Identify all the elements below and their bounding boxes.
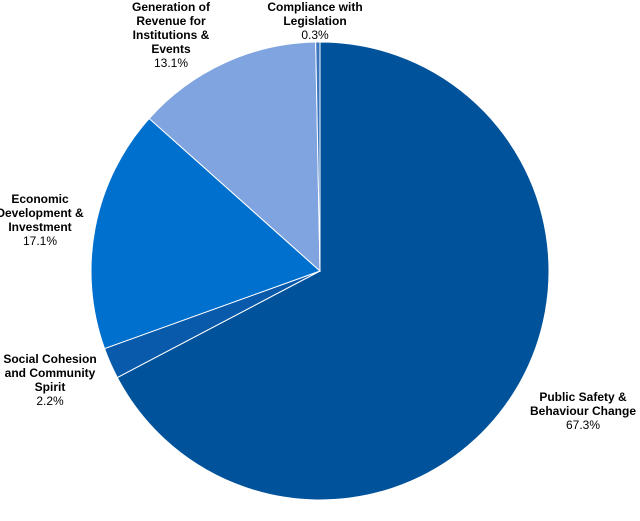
category-name: Social Cohesion and Community Spirit (3, 352, 97, 394)
pie-slice (90, 117, 321, 350)
pie-slice (315, 41, 321, 272)
slice-label: Economic Development & Investment 17.1% (0, 192, 85, 248)
value-label: 13.1% (153, 56, 189, 70)
value-label: 17.1% (22, 234, 58, 248)
slice-label: Compliance with Legislation 0.3% (255, 0, 375, 42)
slice-label: Generation of Revenue for Institutions &… (124, 0, 219, 70)
category-name: Public Safety & Behaviour Change (529, 390, 637, 418)
slice-label: Social Cohesion and Community Spirit 2.2% (0, 352, 100, 408)
slice-label: Public Safety & Behaviour Change 67.3% (527, 390, 639, 432)
pie-slice (148, 41, 321, 273)
value-label: 2.2% (36, 394, 64, 408)
category-name: Economic Development & Investment (0, 192, 84, 234)
category-name: Generation of Revenue for Institutions &… (131, 0, 210, 56)
category-name: Compliance with Legislation (267, 0, 363, 28)
value-label: 0.3% (301, 28, 329, 42)
pie-slice (116, 41, 550, 501)
value-label: 67.3% (565, 418, 601, 432)
